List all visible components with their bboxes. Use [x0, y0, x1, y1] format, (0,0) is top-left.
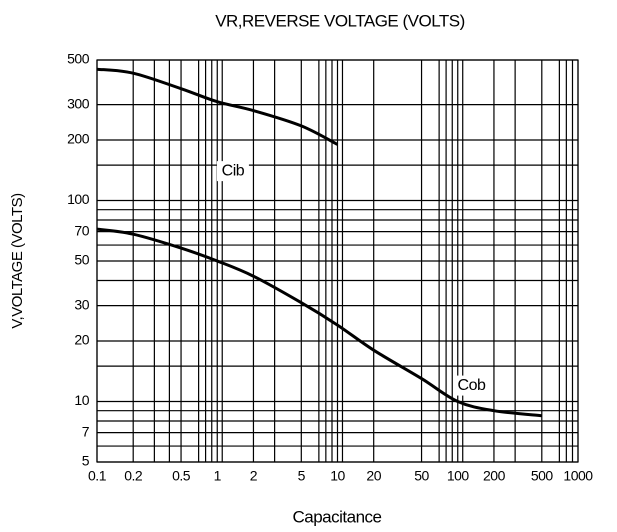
x-tick-label: 0.1: [88, 468, 107, 484]
x-tick-label: 500: [531, 468, 554, 484]
y-axis-label: V,VOLTAGE (VOLTS): [9, 193, 26, 329]
series-label-bg: [455, 375, 488, 396]
x-tick-label: 1: [214, 468, 222, 484]
plot-frame: [96, 59, 579, 463]
y-tick-label: 100: [67, 191, 90, 207]
series-label: Cib: [222, 162, 245, 179]
x-tick-label: 0.5: [172, 468, 191, 484]
x-tick-label: 20: [366, 468, 381, 484]
y-tick-label: 7: [82, 423, 90, 439]
x-tick-label: 1000: [563, 468, 593, 484]
x-tick-label: 10: [330, 468, 345, 484]
y-tick-label: 5: [82, 453, 90, 469]
curve: [96, 227, 542, 418]
y-tick-label: 20: [74, 332, 89, 348]
y-tick-label: 10: [74, 392, 89, 408]
x-tick-label: 50: [414, 468, 429, 484]
series-label-bg: [216, 161, 249, 182]
x-axis-label: Capacitance: [292, 507, 381, 526]
x-tick-label: 200: [483, 468, 506, 484]
chart-title: VR,REVERSE VOLTAGE (VOLTS): [215, 11, 465, 30]
y-tick-label: 50: [74, 252, 89, 268]
x-tick-label: 5: [298, 468, 306, 484]
curve: [96, 67, 339, 146]
x-tick-label: 0.2: [124, 468, 143, 484]
y-tick-label: 70: [74, 222, 89, 238]
x-tick-label: 2: [250, 468, 258, 484]
y-tick-label: 30: [74, 296, 89, 312]
y-tick-label: 200: [67, 131, 90, 147]
y-tick-label: 500: [67, 51, 90, 67]
series-label: Cob: [458, 377, 486, 394]
y-tick-label: 300: [67, 95, 90, 111]
x-tick-label: 100: [447, 468, 470, 484]
